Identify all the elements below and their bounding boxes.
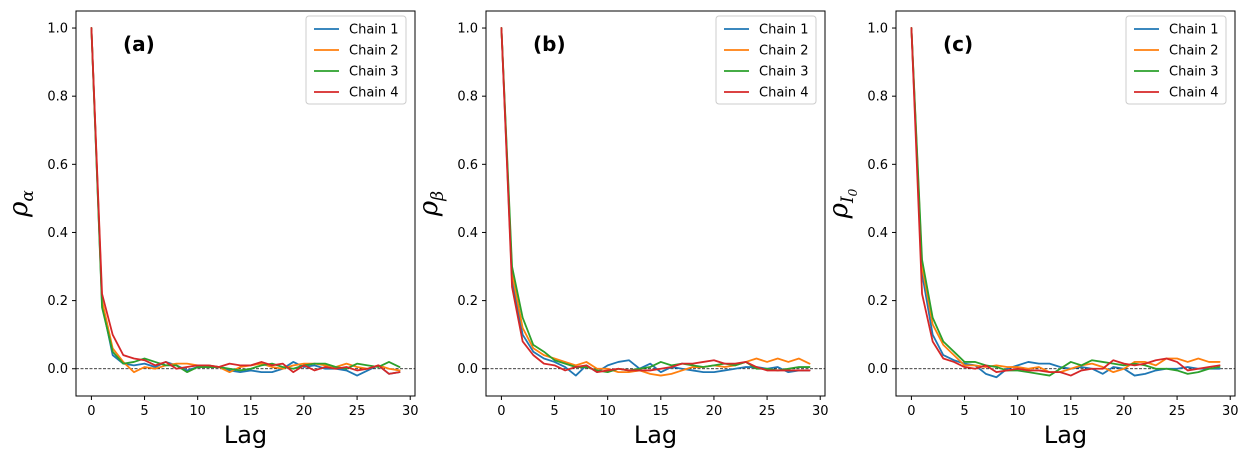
chart-panel: 0 5 10 15 20 25 30 0.0 0.2 0.4 0.6 0.8 1.0 Lag ρα (a) Ch… — [4, 10, 419, 449]
x-tick-label: 25 — [349, 404, 366, 419]
axes-frame — [485, 10, 826, 397]
x-tick-label: 0 — [497, 404, 505, 419]
y-tick-label: 0.2 — [47, 294, 68, 309]
x-tick-label: 10 — [599, 404, 616, 419]
y-tick-label: 1.0 — [47, 22, 68, 37]
x-tick-label: 20 — [706, 404, 723, 419]
legend-label: Chain 3 — [759, 65, 809, 80]
x-tick-label: 30 — [812, 404, 829, 419]
legend-label: Chain 2 — [759, 44, 809, 59]
legend-box — [305, 15, 407, 105]
y-axis-label-symbol: ρ — [414, 200, 444, 217]
x-axis-label: Lag — [224, 421, 267, 449]
y-tick-label: 0.0 — [867, 362, 888, 377]
y-tick-label: 0.2 — [867, 294, 888, 309]
legend-label: Chain 1 — [759, 23, 809, 38]
x-tick-label: 5 — [960, 404, 968, 419]
series-line-chain-3 — [500, 27, 811, 374]
x-tick-label: 25 — [1169, 404, 1186, 419]
y-axis-label-subscript: β — [428, 191, 448, 202]
y-axis-label: ρI0 — [824, 188, 860, 219]
y-tick-label: 0.6 — [47, 158, 68, 173]
y-tick-label: 0.8 — [867, 90, 888, 105]
x-tick-label: 15 — [653, 404, 670, 419]
y-tick-label: 1.0 — [457, 22, 478, 37]
legend-box — [715, 15, 817, 105]
panel-label: (a) — [123, 32, 155, 56]
legend: Chain 1 Chain 2 Chain 3 Chain 4 — [715, 15, 817, 105]
x-tick-label: 5 — [550, 404, 558, 419]
panel-label: (b) — [533, 32, 566, 56]
x-tick-label: 20 — [296, 404, 313, 419]
legend-label: Chain 4 — [349, 86, 399, 101]
legend: Chain 1 Chain 2 Chain 3 Chain 4 — [305, 15, 407, 105]
series-line-chain-4 — [910, 27, 1221, 377]
chart-panel: 0 5 10 15 20 25 30 0.0 0.2 0.4 0.6 0.8 1.0 Lag ρβ (b) Ch… — [414, 10, 829, 449]
chart-panel: 0 5 10 15 20 25 300.00.20.40.60.81.0LagρI0(c)C… — [824, 10, 1239, 449]
y-tick-label: 0.4 — [867, 226, 888, 241]
legend-box — [1125, 15, 1227, 105]
x-tick-label: 30 — [1222, 404, 1239, 419]
y-tick-label: 0.6 — [867, 158, 888, 173]
y-axis-label-subsubscript: 0 — [846, 188, 860, 196]
y-axis-label: ρα — [4, 190, 38, 218]
x-axis-label: Lag — [634, 421, 677, 449]
legend-label: Chain 2 — [349, 44, 399, 59]
y-tick-label: 0.4 — [47, 226, 68, 241]
y-tick-label: 0.6 — [457, 158, 478, 173]
y-tick-label: 0.8 — [47, 90, 68, 105]
x-tick-label: 0 — [87, 404, 95, 419]
y-tick-label: 1.0 — [867, 22, 888, 37]
series-line-chain-4 — [500, 27, 811, 374]
x-axis-label: Lag — [1044, 421, 1087, 449]
legend-label: Chain 4 — [759, 86, 809, 101]
y-axis-label-symbol: ρ — [4, 201, 34, 218]
axes-frame — [895, 10, 1236, 397]
y-tick-label: 0.4 — [457, 226, 478, 241]
x-tick-label: 15 — [243, 404, 260, 419]
y-axis-label-subscript: α — [18, 190, 38, 202]
x-tick-label: 30 — [402, 404, 419, 419]
x-tick-label: 0 — [907, 404, 915, 419]
legend-label: Chain 1 — [349, 23, 399, 38]
x-tick-label: 15 — [1063, 404, 1080, 419]
x-tick-label: 10 — [1009, 404, 1026, 419]
x-tick-label: 10 — [189, 404, 206, 419]
x-tick-label: 20 — [1116, 404, 1133, 419]
axes-frame — [75, 10, 416, 397]
series-line-chain-1 — [90, 27, 401, 377]
y-axis-label-subscript: I — [838, 196, 858, 204]
y-tick-label: 0.2 — [457, 294, 478, 309]
y-axis-label: ρβ — [414, 191, 448, 217]
x-tick-label: 25 — [759, 404, 776, 419]
legend-label: Chain 3 — [1169, 65, 1219, 80]
legend-label: Chain 4 — [1169, 86, 1219, 101]
series-line-chain-3 — [910, 27, 1221, 377]
panel-label: (c) — [943, 32, 973, 56]
series-line-chain-4 — [90, 27, 401, 375]
y-axis-label-symbol: ρ — [824, 202, 854, 219]
legend-label: Chain 1 — [1169, 23, 1219, 38]
y-tick-label: 0.8 — [457, 90, 478, 105]
y-tick-label: 0.0 — [47, 362, 68, 377]
legend-label: Chain 3 — [349, 65, 399, 80]
legend: Chain 1 Chain 2 Chain 3 Chain 4 — [1125, 15, 1227, 105]
legend-label: Chain 2 — [1169, 44, 1219, 59]
x-tick-label: 5 — [140, 404, 148, 419]
y-tick-label: 0.0 — [457, 362, 478, 377]
